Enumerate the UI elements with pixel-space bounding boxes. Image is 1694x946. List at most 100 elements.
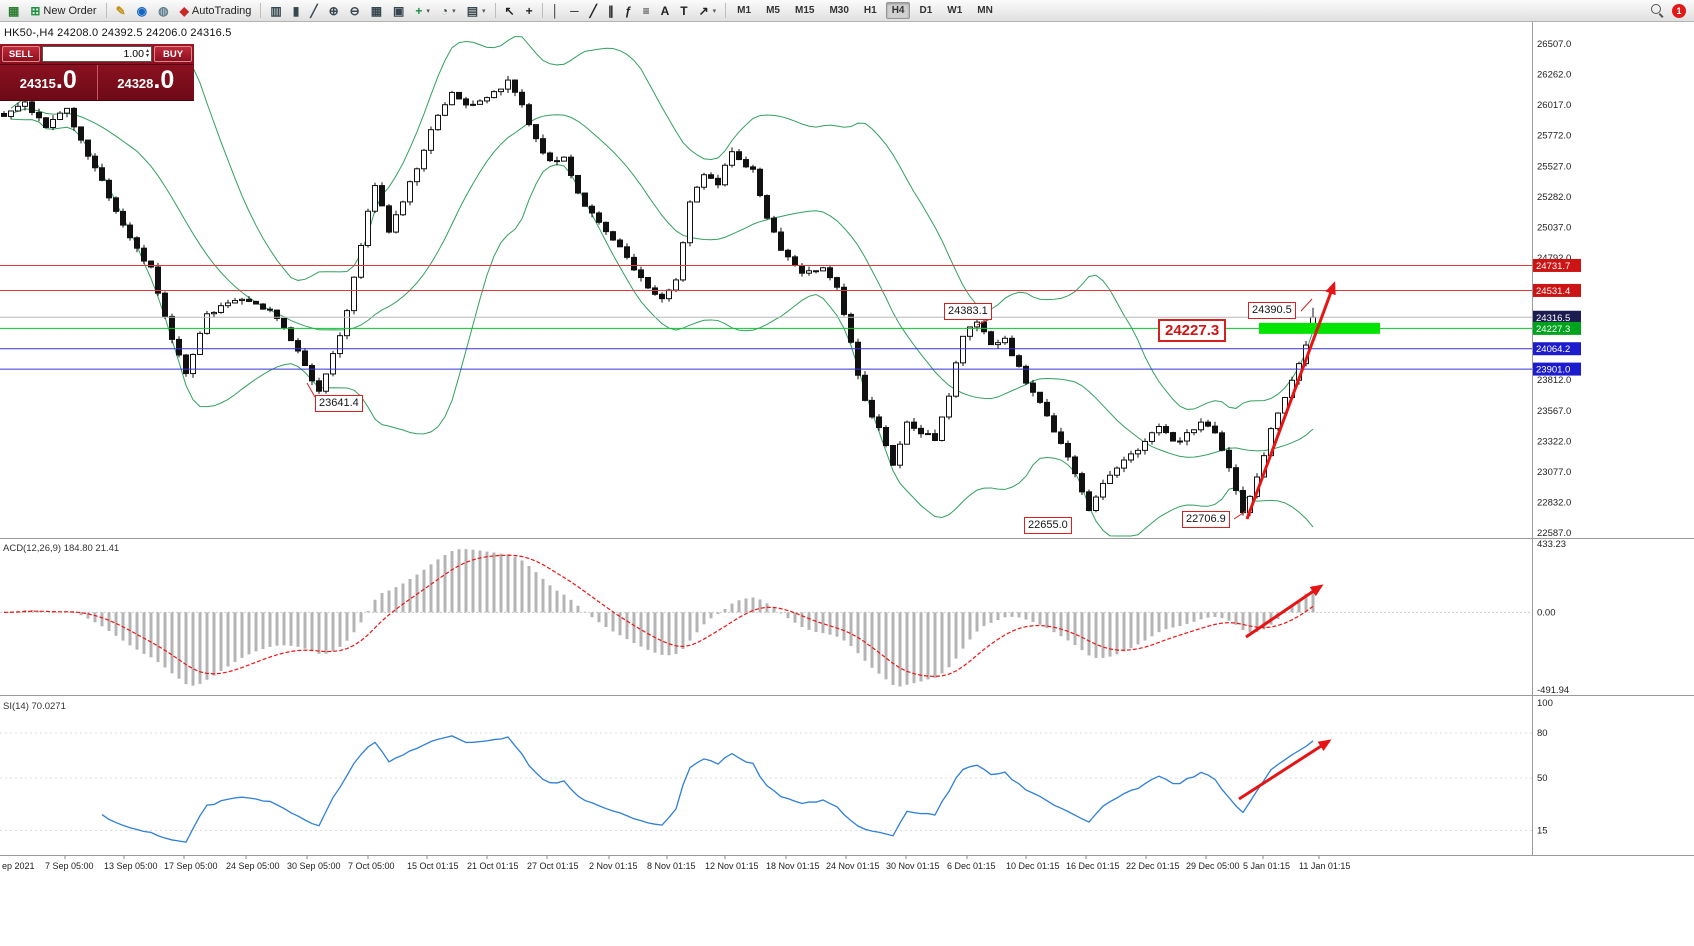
candlestick-chart-icon[interactable]: ▮ [288,2,305,20]
svg-text:23077.0: 23077.0 [1537,467,1571,478]
crosshair-icon[interactable]: + [521,2,538,20]
buy-button[interactable]: BUY [154,46,192,62]
svg-text:8 Nov 01:15: 8 Nov 01:15 [647,861,696,871]
line-chart-icon[interactable]: ╱ [305,2,322,20]
zoom-in-icon[interactable]: ⊕ [324,2,344,20]
horizontal-line-icon[interactable]: ─ [565,2,584,20]
buy-price[interactable]: 24328.0 [98,65,195,100]
svg-text:24064.2: 24064.2 [1536,344,1570,355]
periods-button: ◔ [440,3,449,18]
community-icon[interactable]: ◍ [153,2,173,20]
toolbar-separator [260,3,262,18]
vertical-line-icon[interactable]: │ [547,2,565,20]
svg-text:23322.0: 23322.0 [1537,436,1571,447]
svg-text:15: 15 [1537,826,1548,837]
notification-badge[interactable]: 1 [1672,3,1686,18]
zoom-out-icon[interactable]: ⊖ [345,2,365,20]
vertical-line-icon: │ [551,3,560,18]
svg-text:5 Jan 01:15: 5 Jan 01:15 [1243,861,1290,871]
search-icon[interactable] [1651,4,1664,17]
andrews-pitchfork-icon[interactable]: ≡ [638,2,655,20]
fibonacci-icon[interactable]: ƒ [620,2,637,20]
trendline-icon[interactable]: ╱ [585,2,602,20]
svg-text:23567.0: 23567.0 [1537,406,1571,417]
options-icon: ◉ [136,3,148,18]
svg-text:15 Oct 01:15: 15 Oct 01:15 [407,861,459,871]
chevron-down-icon: ▾ [712,7,717,15]
timeframe-m5[interactable]: M5 [760,2,786,19]
svg-text:23901.0: 23901.0 [1536,365,1570,376]
bar-chart-icon[interactable]: ▥ [265,2,286,20]
timeframe-m1[interactable]: M1 [731,2,757,19]
one-click-trading-panel: SELL 1.00 ▴ ▾ BUY 24315.0 24328.0 [0,44,194,101]
spinner-down-icon[interactable]: ▾ [145,53,149,59]
new-order-button[interactable]: ⊞ New Order [25,2,101,20]
svg-text:17 Sep 05:00: 17 Sep 05:00 [164,861,218,871]
text-label-icon[interactable]: T [675,2,692,20]
chart-window-icon[interactable]: ▦ [3,2,24,20]
metaeditor-icon: ✎ [115,3,126,18]
svg-text:21 Oct 01:15: 21 Oct 01:15 [467,861,519,871]
svg-text:10 Dec 01:15: 10 Dec 01:15 [1006,861,1060,871]
chevron-down-icon: ▾ [426,7,430,15]
autotrading-button[interactable]: ◆ AutoTrading [175,2,257,20]
timeframe-mn[interactable]: MN [971,2,999,19]
order-panel-controls: SELL 1.00 ▴ ▾ BUY [0,44,194,64]
svg-text:433.23: 433.23 [1537,539,1566,550]
toolbar-separator [541,3,543,18]
sell-price-main: 24315 [19,76,56,91]
svg-text:24531.4: 24531.4 [1536,286,1570,297]
andrews-pitchfork-icon: ≡ [642,3,650,18]
chart-window-icon: ▦ [8,3,20,18]
svg-text:30 Sep 05:00: 30 Sep 05:00 [287,861,341,871]
svg-text:80: 80 [1537,728,1548,739]
cascade-windows-icon[interactable]: ▣ [388,2,409,20]
tile-windows-icon[interactable]: ▦ [366,2,387,20]
equidistant-channel-icon[interactable]: ∥ [603,2,619,20]
svg-text:SI(14) 70.0271: SI(14) 70.0271 [3,701,66,712]
autotrading-button: ◆ [179,3,189,18]
autotrading-button-label: AutoTrading [191,4,252,17]
svg-text:24316.5: 24316.5 [1536,313,1570,324]
chevron-down-icon: ▾ [482,7,486,15]
volume-field[interactable]: 1.00 ▴ ▾ [42,46,152,62]
templates-button[interactable]: ▤ ▾ [462,2,491,20]
timeframe-d1[interactable]: D1 [913,2,938,19]
svg-text:29 Dec 05:00: 29 Dec 05:00 [1186,861,1240,871]
volume-value: 1.00 [123,48,144,60]
text-icon[interactable]: A [656,2,675,20]
timeframe-h1[interactable]: H1 [858,2,883,19]
spinner-up-icon[interactable]: ▴ [145,48,149,54]
svg-text:50: 50 [1537,773,1548,784]
timeframe-w1[interactable]: W1 [941,2,968,19]
periods-button[interactable]: ◔ ▾ [436,2,461,20]
sell-price-fraction: .0 [55,66,77,94]
svg-text:2 Nov 01:15: 2 Nov 01:15 [589,861,638,871]
timeframe-h4[interactable]: H4 [885,2,911,19]
svg-text:25282.0: 25282.0 [1537,192,1571,203]
buy-price-fraction: .0 [153,66,175,94]
timeframe-m15[interactable]: M15 [789,2,820,19]
cursor-icon[interactable]: ↖ [500,2,520,20]
volume-spinner[interactable]: ▴ ▾ [145,48,149,59]
svg-text:25037.0: 25037.0 [1537,222,1571,233]
zoom-in-icon: ⊕ [328,3,339,18]
svg-text:23812.0: 23812.0 [1537,375,1571,386]
indicators-button[interactable]: + ▾ [410,2,435,20]
options-icon[interactable]: ◉ [132,2,152,20]
candlestick-chart-icon: ▮ [292,3,300,18]
equidistant-channel-icon: ∥ [607,3,614,18]
timeframe-m30[interactable]: M30 [823,2,854,19]
community-icon: ◍ [158,3,169,18]
cascade-windows-icon: ▣ [393,3,405,18]
sell-price[interactable]: 24315.0 [0,65,97,100]
sell-button[interactable]: SELL [2,46,40,62]
svg-text:12 Nov 01:15: 12 Nov 01:15 [705,861,759,871]
arrows-icon[interactable]: ↗ ▾ [694,2,722,20]
svg-text:26262.0: 26262.0 [1537,70,1571,81]
new-order-button-label: New Order [43,4,97,17]
text-icon: A [660,3,670,18]
metaeditor-icon[interactable]: ✎ [111,2,131,20]
